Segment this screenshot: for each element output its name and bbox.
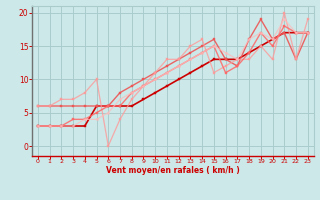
X-axis label: Vent moyen/en rafales ( km/h ): Vent moyen/en rafales ( km/h ) <box>106 166 240 175</box>
